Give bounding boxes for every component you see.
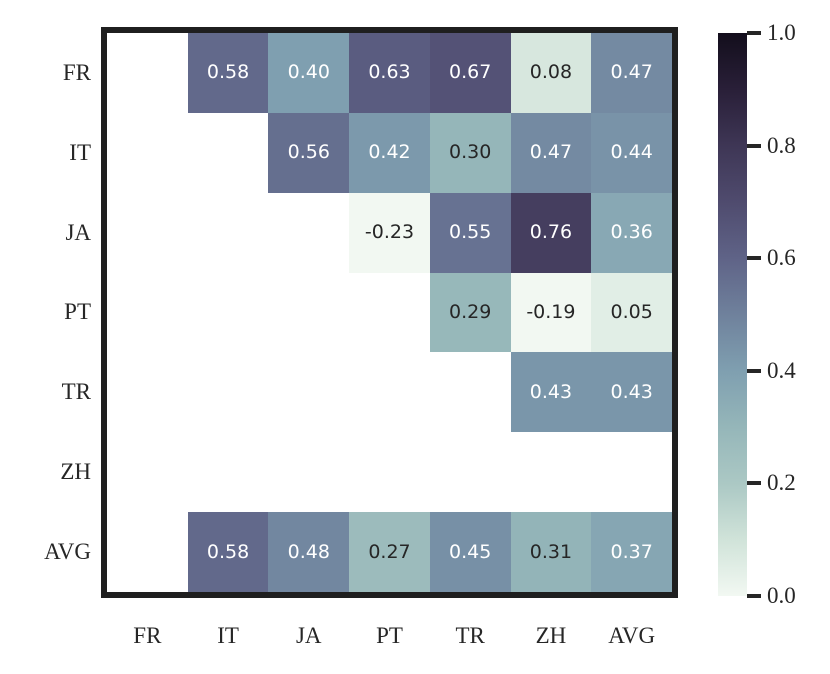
heatmap-cell	[187, 272, 269, 353]
colorbar-tick-label: 0.4	[767, 357, 796, 383]
heatmap-plot-area: 0.58 0.40 0.63 0.67 0.08 0.47 0.56 0.42 0.30 0.47…	[101, 27, 678, 598]
heatmap-cell: 0.58	[187, 512, 269, 592]
colorbar	[718, 33, 747, 596]
heatmap-cell: 0.67	[429, 33, 511, 113]
heatmap-cell	[268, 352, 350, 433]
heatmap-cell	[107, 192, 188, 273]
colorbar-tick-label: 0.6	[767, 245, 796, 271]
heatmap-cell: 0.58	[187, 33, 269, 113]
colorbar-tick-label: 0.8	[767, 132, 796, 158]
y-tick-label-fr: FR	[62, 59, 91, 85]
colorbar-tick-label: 0.0	[767, 583, 796, 608]
heatmap-cell: 0.27	[349, 512, 430, 592]
heatmap-cell	[107, 432, 188, 513]
heatmap-cell: 0.48	[268, 512, 350, 592]
heatmap-cell	[510, 432, 592, 513]
heatmap-cell: 0.37	[591, 512, 672, 592]
heatmap-cell: 0.56	[268, 112, 350, 193]
colorbar-tick-mark	[747, 256, 761, 261]
colorbar-tick-mark	[747, 143, 761, 148]
heatmap-cell: 0.76	[510, 192, 592, 273]
x-tick-label-avg: AVG	[608, 623, 656, 648]
heatmap-grid: 0.58 0.40 0.63 0.67 0.08 0.47 0.56 0.42 0.30 0.47…	[107, 33, 672, 592]
x-tick-label-pt: PT	[376, 623, 403, 648]
heatmap-cell	[429, 432, 511, 513]
colorbar-tick-mark	[747, 594, 761, 598]
colorbar-tick-mark	[747, 481, 761, 486]
heatmap-cell	[591, 432, 672, 513]
x-tick-label-tr: TR	[455, 623, 485, 648]
heatmap-cell	[268, 432, 350, 513]
y-tick-label-zh: ZH	[60, 459, 91, 485]
heatmap-cell: 0.30	[429, 112, 511, 193]
heatmap-cell	[187, 112, 269, 193]
heatmap-cell: 0.36	[591, 192, 672, 273]
heatmap-cell: 0.05	[591, 272, 672, 353]
heatmap-cell: 0.44	[591, 112, 672, 193]
heatmap-cell: 0.43	[510, 352, 592, 433]
heatmap-cell	[107, 33, 188, 113]
x-tick-label-ja: JA	[295, 623, 322, 648]
y-tick-label-tr: TR	[61, 379, 91, 405]
heatmap-cell	[429, 352, 511, 433]
heatmap-cell	[107, 352, 188, 433]
heatmap-cell: 0.29	[429, 272, 511, 353]
heatmap-cell	[268, 192, 350, 273]
x-tick-label-zh: ZH	[535, 623, 567, 648]
x-tick-label-it: IT	[217, 623, 239, 648]
heatmap-cell: 0.45	[429, 512, 511, 592]
colorbar-tick-mark	[747, 31, 761, 35]
y-tick-label-pt: PT	[64, 299, 91, 325]
heatmap-cell	[187, 432, 269, 513]
heatmap-cell: 0.43	[591, 352, 672, 433]
colorbar-tick-label: 1.0	[767, 20, 796, 45]
y-tick-label-it: IT	[69, 139, 91, 165]
heatmap-cell: 0.47	[510, 112, 592, 193]
heatmap-cell: -0.23	[349, 192, 430, 273]
y-tick-label-avg: AVG	[44, 539, 91, 565]
x-tick-label-fr: FR	[133, 623, 162, 648]
heatmap-cell	[349, 272, 430, 353]
heatmap-cell	[107, 112, 188, 193]
colorbar-gradient	[718, 33, 747, 596]
heatmap-cell: 0.47	[591, 33, 672, 113]
heatmap-cell	[107, 272, 188, 353]
heatmap-cell: 0.55	[429, 192, 511, 273]
colorbar-tick-label: 0.2	[767, 470, 796, 496]
heatmap-cell	[107, 512, 188, 592]
heatmap-cell: 0.08	[510, 33, 592, 113]
heatmap-cell	[268, 272, 350, 353]
heatmap-cell: 0.40	[268, 33, 350, 113]
heatmap-cell: -0.19	[510, 272, 592, 353]
heatmap-cell: 0.31	[510, 512, 592, 592]
heatmap-cell: 0.63	[349, 33, 430, 113]
heatmap-cell	[349, 352, 430, 433]
heatmap-cell: 0.42	[349, 112, 430, 193]
y-tick-label-ja: JA	[65, 219, 91, 245]
heatmap-cell	[187, 192, 269, 273]
heatmap-cell	[349, 432, 430, 513]
heatmap-cell	[187, 352, 269, 433]
colorbar-tick-mark	[747, 368, 761, 373]
